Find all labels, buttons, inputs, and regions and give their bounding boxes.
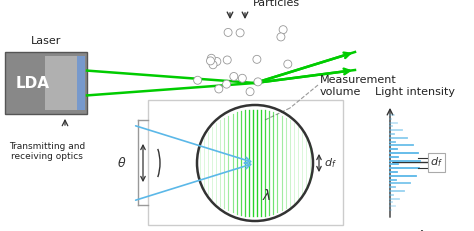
Circle shape bbox=[213, 58, 221, 66]
Text: $d_f$: $d_f$ bbox=[324, 156, 337, 170]
Text: $d_f$: $d_f$ bbox=[430, 156, 443, 169]
Text: $\lambda$: $\lambda$ bbox=[262, 188, 272, 203]
Bar bbox=[148, 100, 343, 225]
Circle shape bbox=[254, 78, 262, 86]
Circle shape bbox=[207, 54, 215, 62]
Circle shape bbox=[253, 55, 261, 63]
Text: Particles: Particles bbox=[253, 0, 300, 8]
Circle shape bbox=[279, 26, 287, 34]
Bar bbox=[45, 56, 77, 110]
Circle shape bbox=[215, 85, 223, 93]
Circle shape bbox=[223, 80, 230, 88]
Text: LDA: LDA bbox=[16, 76, 50, 91]
Text: Laser: Laser bbox=[31, 36, 61, 46]
Text: $\theta$: $\theta$ bbox=[117, 156, 126, 170]
Circle shape bbox=[230, 73, 238, 80]
Text: Light intensity: Light intensity bbox=[375, 87, 455, 97]
Circle shape bbox=[277, 33, 285, 41]
Text: Transmitting and
receiving optics: Transmitting and receiving optics bbox=[9, 142, 85, 161]
Bar bbox=[77, 56, 85, 110]
Text: $d_f = \dfrac{\lambda}{2\sin\!\left(\dfrac{\theta}{2}\right)}$: $d_f = \dfrac{\lambda}{2\sin\!\left(\dfr… bbox=[377, 228, 447, 231]
Circle shape bbox=[207, 57, 214, 65]
Text: Measurement
volume: Measurement volume bbox=[320, 75, 397, 97]
Circle shape bbox=[238, 74, 246, 82]
Circle shape bbox=[284, 60, 292, 68]
Bar bbox=[5, 52, 87, 114]
Circle shape bbox=[236, 29, 244, 37]
Circle shape bbox=[224, 28, 232, 36]
Circle shape bbox=[209, 61, 217, 69]
Circle shape bbox=[223, 56, 231, 64]
Circle shape bbox=[194, 76, 201, 84]
Circle shape bbox=[246, 88, 254, 96]
